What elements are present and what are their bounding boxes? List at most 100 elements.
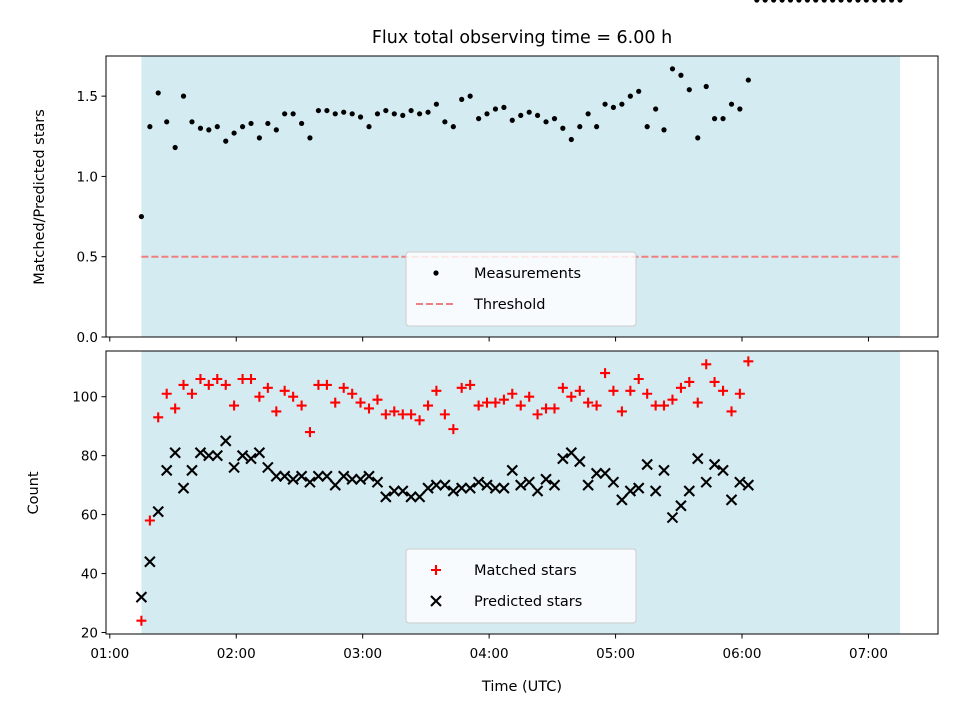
measurement-point <box>341 109 347 115</box>
matched-star-point <box>633 374 644 385</box>
predicted-star-point <box>548 479 561 491</box>
measurement-point <box>492 106 499 112</box>
measurement-point <box>779 0 785 3</box>
measurement-point <box>602 101 608 107</box>
measurement-point <box>695 135 701 141</box>
x-tick-label: 01:00 <box>90 646 129 662</box>
measurement-point <box>728 101 735 107</box>
predicted-star-point <box>565 446 578 459</box>
predicted-star-point <box>649 485 662 497</box>
matched-star-point <box>288 391 299 402</box>
x-tick-label: 07:00 <box>849 646 888 662</box>
predicted-star-point <box>186 464 198 477</box>
predicted-star-point <box>211 449 224 462</box>
matched-star-point <box>186 388 197 399</box>
measurement-point <box>206 127 212 133</box>
measurement-point <box>543 119 549 125</box>
matched-star-point <box>524 391 535 402</box>
measurement-point <box>273 127 279 133</box>
predicted-star-point <box>734 476 746 488</box>
predicted-star-point <box>194 446 207 459</box>
matched-star-point <box>338 382 349 393</box>
predicted-star-point <box>574 455 586 468</box>
predicted-star-point <box>388 485 401 497</box>
measurement-point <box>830 0 836 3</box>
matched-star-point <box>726 406 737 417</box>
measurement-point <box>383 107 389 114</box>
measurement-point <box>787 0 794 3</box>
matched-star-point <box>718 385 729 396</box>
bottom-y-tick-label: 100 <box>72 390 98 406</box>
legend-swatch <box>430 595 442 607</box>
matched-star-point <box>136 615 147 626</box>
matched-star-point <box>296 400 307 411</box>
predicted-star-point <box>514 479 527 491</box>
predicted-star-point <box>219 435 232 447</box>
measurement-point <box>661 127 667 133</box>
matched-star-point <box>743 356 754 367</box>
matched-star-point <box>532 409 543 420</box>
measurement-point <box>180 93 187 99</box>
measurement-point <box>636 88 642 94</box>
bottom-legend: Matched stars Predicted stars <box>405 548 637 624</box>
measurement-point <box>838 0 844 3</box>
matched-star-point <box>237 374 248 385</box>
predicted-star-point <box>177 482 190 494</box>
top-axes-frame <box>105 55 939 338</box>
bottom-y-axis-label: Count <box>26 471 42 514</box>
predicted-star-point <box>531 485 544 497</box>
measurement-point <box>408 107 414 114</box>
measurement-point <box>888 0 895 3</box>
measurement-point <box>771 0 777 3</box>
measurement-point <box>282 111 288 117</box>
measurement-point <box>324 107 330 114</box>
measurement-point <box>332 111 338 117</box>
legend-label: Measurements <box>474 266 581 282</box>
legend-box <box>405 251 637 327</box>
matched-star-point <box>574 385 585 396</box>
top-y-axis-label: Matched/Predicted stars <box>32 109 48 285</box>
x-axis-label: Time (UTC) <box>481 679 562 695</box>
measurement-point <box>433 101 439 107</box>
predicted-star-point <box>523 476 535 488</box>
legend-label: Predicted stars <box>474 594 582 610</box>
chart-title: Flux total observing time = 6.00 h <box>372 28 672 48</box>
matched-star-point <box>473 400 484 411</box>
measurement-point <box>147 124 153 130</box>
matched-star-point <box>701 359 712 370</box>
x-tick-label: 03:00 <box>343 646 382 662</box>
measurement-point <box>863 0 869 3</box>
predicted-star-point <box>329 479 341 491</box>
x-tick-label: 02:00 <box>217 646 256 662</box>
measurement-point <box>560 125 566 131</box>
matched-star-point <box>355 397 366 408</box>
measurement-point <box>189 119 195 125</box>
matched-star-point <box>372 394 383 405</box>
measurement-point <box>737 106 743 112</box>
measurement-point <box>509 117 515 123</box>
predicted-star-point <box>405 491 417 503</box>
measurement-point <box>804 0 810 3</box>
x-tick-label: 04:00 <box>470 646 509 662</box>
measurement-point <box>400 112 406 119</box>
top-series-0 <box>138 0 903 220</box>
predicted-star-point <box>708 458 721 471</box>
matched-star-point <box>583 397 594 408</box>
legend-swatch <box>433 270 439 276</box>
matched-star-point <box>515 400 526 411</box>
predicted-star-point <box>590 467 603 480</box>
legend-label: Matched stars <box>474 563 577 579</box>
measurement-point <box>534 112 541 119</box>
predicted-star-point <box>430 479 443 491</box>
predicted-star-point <box>717 464 729 477</box>
matched-star-point <box>279 385 290 396</box>
predicted-star-point <box>498 482 510 494</box>
measurement-point <box>526 109 532 115</box>
measurement-point <box>484 111 490 117</box>
predicted-star-point <box>599 467 611 480</box>
predicted-star-point <box>658 464 670 477</box>
matched-star-point <box>541 403 552 414</box>
top-y-tick-label: 0.0 <box>77 330 98 346</box>
measurement-point <box>686 87 692 93</box>
legend-label: Threshold <box>473 297 545 313</box>
